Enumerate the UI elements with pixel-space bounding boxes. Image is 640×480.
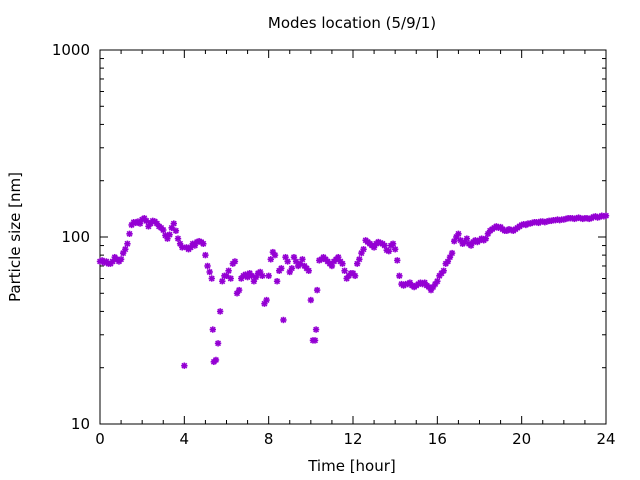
data-point: [212, 356, 220, 364]
data-point: [307, 296, 315, 304]
data-point: [209, 326, 216, 333]
data-points: [96, 212, 610, 369]
data-point: [482, 235, 490, 242]
data-point: [174, 235, 182, 242]
data-point: [311, 337, 319, 344]
x-tick-label: 16: [428, 430, 447, 448]
data-point: [448, 249, 456, 257]
data-point: [351, 272, 359, 280]
data-point: [278, 265, 285, 272]
x-tick-label: 0: [95, 430, 105, 448]
data-point: [227, 275, 234, 282]
data-point: [231, 258, 239, 265]
data-point: [172, 227, 180, 234]
data-point: [225, 267, 232, 274]
data-point: [463, 235, 471, 242]
data-point: [385, 247, 393, 255]
data-point: [166, 231, 173, 238]
y-tick-label: 1000: [52, 41, 90, 59]
x-tick-label: 8: [264, 430, 274, 448]
data-point: [204, 262, 211, 270]
data-point: [602, 212, 610, 219]
data-point: [284, 258, 291, 265]
data-point: [122, 246, 129, 253]
data-point: [434, 278, 441, 285]
data-point: [389, 240, 397, 247]
data-point: [273, 278, 281, 285]
data-point: [360, 246, 367, 253]
data-point: [170, 220, 177, 227]
data-point: [206, 268, 213, 276]
data-point: [259, 272, 266, 280]
data-point: [200, 240, 207, 247]
data-point: [396, 272, 403, 280]
data-point: [305, 267, 312, 274]
data-point: [181, 362, 188, 369]
data-point: [271, 251, 279, 259]
data-point: [265, 272, 272, 280]
data-point: [394, 257, 401, 264]
data-point: [202, 251, 209, 259]
data-point: [219, 278, 226, 285]
data-point: [160, 226, 167, 234]
data-point: [341, 267, 348, 274]
data-point: [313, 286, 321, 294]
x-tick-label: 4: [180, 430, 190, 448]
data-point: [263, 296, 270, 304]
chart-title: Modes location (5/9/1): [268, 14, 436, 32]
x-tick-label: 24: [596, 430, 615, 448]
data-point: [126, 230, 133, 238]
y-tick-label: 100: [61, 228, 90, 246]
data-point: [214, 340, 222, 347]
data-point: [391, 246, 399, 253]
data-point: [280, 316, 287, 324]
data-point: [455, 230, 462, 238]
axis-ticks: 0 4 8 12 16 20 24 10 100 1000: [52, 41, 616, 448]
y-axis-title: Particle size [nm]: [6, 172, 24, 302]
data-point: [440, 267, 447, 274]
x-tick-label: 12: [343, 430, 362, 448]
data-point: [117, 256, 125, 263]
data-point: [312, 326, 320, 333]
data-point: [356, 256, 363, 263]
data-point: [288, 265, 296, 272]
data-point: [339, 260, 346, 267]
data-point: [299, 256, 306, 263]
data-point: [267, 256, 274, 263]
data-point: [216, 308, 224, 315]
data-point: [208, 275, 215, 282]
x-axis-title: Time [hour]: [307, 457, 396, 475]
y-tick-label: 10: [71, 415, 90, 433]
data-point: [235, 286, 243, 294]
data-point: [124, 240, 131, 247]
x-tick-label: 20: [512, 430, 531, 448]
